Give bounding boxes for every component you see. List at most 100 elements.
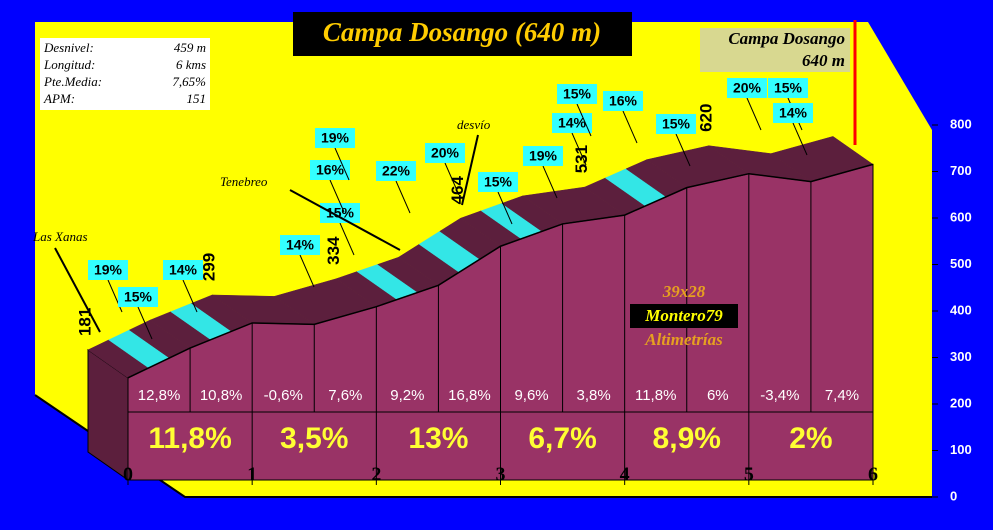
segment-gradient: -3,4% — [760, 387, 799, 404]
ramp-label: 20% — [431, 145, 460, 161]
ramp-label: 19% — [321, 130, 350, 146]
segment-gradient: -0,6% — [264, 387, 303, 404]
leader — [395, 180, 411, 214]
credit: Montero79 — [644, 306, 723, 325]
y-tick-label: 700 — [950, 163, 972, 178]
km-gradient: 6,7% — [528, 422, 596, 455]
stats-box — [40, 38, 210, 110]
y-tick-label: 400 — [950, 302, 972, 317]
place-label: desvío — [457, 117, 491, 132]
ramp-box — [280, 235, 320, 255]
ramp-label: 14% — [169, 262, 198, 278]
ramp-box — [163, 260, 203, 280]
floor-edge — [34, 394, 932, 498]
ramp-label: 14% — [558, 115, 587, 131]
stat-label: Longitud: — [43, 57, 95, 72]
summit-box — [700, 28, 850, 72]
y-tick-label: 100 — [950, 442, 972, 457]
ramp-label: 19% — [529, 148, 558, 164]
leader — [339, 222, 355, 256]
ramp-box — [376, 161, 416, 181]
altitude-label: 464 — [448, 176, 467, 205]
ramp-box — [425, 143, 465, 163]
ramp-label: 14% — [286, 237, 315, 253]
segment-gradient: 7,4% — [825, 387, 859, 404]
leader — [675, 133, 691, 167]
segment-gradient: 3,8% — [577, 387, 611, 404]
ramp-box — [727, 78, 767, 98]
altitude-label: 334 — [324, 236, 343, 265]
segment-gradient: 7,6% — [328, 387, 362, 404]
ramp-box — [656, 114, 696, 134]
x-tick-label: 5 — [744, 464, 754, 486]
altitude-label: 181 — [75, 308, 94, 336]
x-tick-label: 2 — [371, 464, 381, 486]
leader — [137, 306, 153, 340]
stat-value: 459 m — [174, 40, 206, 55]
ramp-label: 20% — [733, 80, 762, 96]
ramp-label: 15% — [662, 116, 691, 132]
ramp-box — [118, 287, 158, 307]
leader — [334, 147, 350, 181]
ramp-box — [603, 91, 643, 111]
leader — [542, 165, 558, 199]
credit-box — [630, 304, 738, 328]
ramp-label: 15% — [774, 80, 803, 96]
x-tick-label: 1 — [247, 464, 257, 486]
place-label: Tenebreo — [220, 174, 268, 189]
altitude-label: 531 — [572, 145, 591, 173]
leader — [289, 189, 401, 251]
ramp-label: 15% — [124, 289, 153, 305]
altitude-label: 299 — [200, 253, 219, 281]
ramp-label: 22% — [382, 163, 411, 179]
km-gradient: 2% — [789, 422, 832, 455]
ramp-box — [315, 128, 355, 148]
leader — [182, 279, 198, 313]
leader — [792, 122, 808, 156]
leader — [622, 110, 638, 144]
y-tick-label: 200 — [950, 395, 972, 410]
y-tick-label: 800 — [950, 116, 972, 131]
ramp-box — [557, 84, 597, 104]
stat-value: 151 — [187, 91, 207, 106]
segment-gradient: 6% — [707, 387, 729, 404]
y-tick-label: 300 — [950, 349, 972, 364]
ramp-label: 15% — [484, 174, 513, 190]
leader — [461, 134, 479, 206]
summit-altitude: 640 m — [802, 51, 845, 70]
km-gradient: 13% — [408, 422, 468, 455]
summit-name: Campa Dosango — [728, 29, 845, 48]
leader — [497, 191, 513, 225]
leader — [571, 132, 587, 166]
ramp-label: 19% — [94, 262, 123, 278]
km-gradient: 3,5% — [280, 422, 348, 455]
x-tick-label: 3 — [496, 464, 506, 486]
stat-label: Pte.Media: — [43, 74, 102, 89]
segment-gradient: 12,8% — [138, 387, 181, 404]
segment-gradient: 9,6% — [514, 387, 548, 404]
segment-gradient: 9,2% — [390, 387, 424, 404]
ramp-box — [478, 172, 518, 192]
stat-label: Desnivel: — [43, 40, 94, 55]
ramp-box — [88, 260, 128, 280]
leader — [444, 162, 460, 196]
x-tick-label: 0 — [123, 464, 133, 486]
ramp-box — [768, 78, 808, 98]
title-box — [293, 12, 632, 56]
ramp-label: 15% — [563, 86, 592, 102]
place-label: Las Xanas — [32, 229, 88, 244]
leader — [329, 179, 345, 213]
y-tick-label: 0 — [950, 488, 957, 503]
stat-value: 7,65% — [172, 74, 206, 89]
leader — [746, 97, 762, 131]
ramp-box — [310, 160, 350, 180]
x-tick-label: 4 — [620, 464, 630, 486]
ramp-label: 15% — [326, 205, 355, 221]
stat-label: APM: — [43, 91, 75, 106]
segment-gradient: 10,8% — [200, 387, 243, 404]
segment-gradient: 11,8% — [635, 387, 676, 404]
ramp-label: 14% — [779, 105, 808, 121]
leader — [54, 247, 101, 333]
